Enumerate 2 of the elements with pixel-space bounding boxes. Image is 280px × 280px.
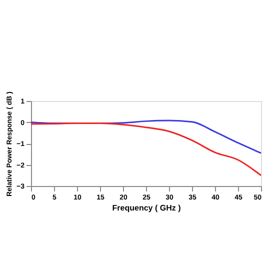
x-axis-title: Frequency ( GHz ) [112, 204, 182, 212]
line-series [30, 122, 262, 176]
